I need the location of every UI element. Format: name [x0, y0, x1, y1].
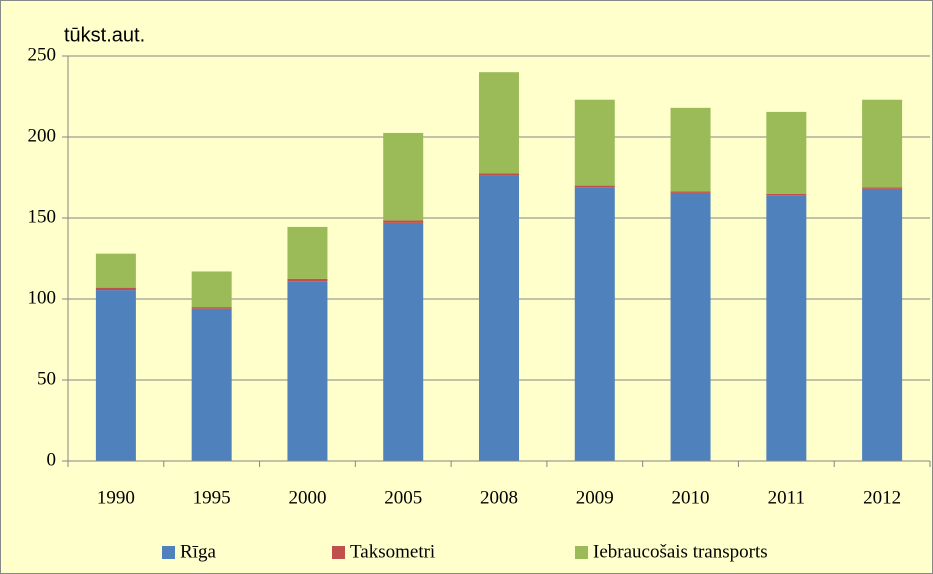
bar-segment [95, 287, 136, 291]
y-tick-label: 100 [28, 287, 57, 308]
bar-segment [862, 99, 903, 188]
bar-segment [670, 192, 711, 461]
bar-segment [383, 132, 424, 221]
y-tick-label: 250 [28, 44, 57, 65]
bar-segment [191, 271, 232, 308]
bar-segment [862, 187, 903, 189]
bar-segment [95, 290, 136, 461]
bar-segment [287, 281, 328, 461]
bar-segment [287, 278, 328, 282]
bar-segment [862, 188, 903, 461]
x-tick-label: 2000 [288, 487, 326, 508]
y-tick-label: 200 [28, 125, 57, 146]
legend-label: Taksometri [350, 541, 435, 562]
bar-segment [479, 72, 519, 174]
bar-segment [191, 307, 232, 309]
bar-segment [574, 185, 615, 188]
bar-segment [383, 222, 424, 461]
bar-segment [479, 175, 519, 461]
x-tick-label: 2012 [863, 487, 901, 508]
bar-segment [574, 187, 615, 461]
bar-segment [191, 308, 232, 461]
bar-segment [574, 99, 615, 186]
bar-segment [670, 191, 711, 193]
x-tick-label: 1995 [193, 487, 231, 508]
legend-label: Iebraucošais transports [593, 541, 768, 562]
x-tick-label: 2008 [480, 487, 518, 508]
bar-segment [95, 253, 136, 288]
legend-label: Rīga [180, 541, 216, 562]
bar-segment [766, 111, 807, 194]
legend-swatch [162, 546, 175, 559]
bar-segment [766, 193, 807, 196]
x-tick-label: 2005 [384, 487, 422, 508]
y-axis-label: tūkst.aut. [64, 24, 145, 46]
bar-segment [383, 220, 424, 223]
x-tick-label: 2009 [576, 487, 614, 508]
y-tick-label: 150 [28, 206, 57, 227]
bar-segment [479, 173, 519, 176]
x-tick-label: 2010 [672, 487, 710, 508]
bar-segment [670, 107, 711, 192]
y-tick-label: 50 [37, 368, 56, 389]
y-tick-label: 0 [47, 449, 57, 470]
legend-swatch [575, 546, 588, 559]
x-tick-label: 1990 [97, 487, 135, 508]
bar-segment [287, 226, 328, 279]
bar-segment [766, 195, 807, 461]
x-tick-label: 2011 [768, 487, 805, 508]
legend-swatch [332, 546, 345, 559]
